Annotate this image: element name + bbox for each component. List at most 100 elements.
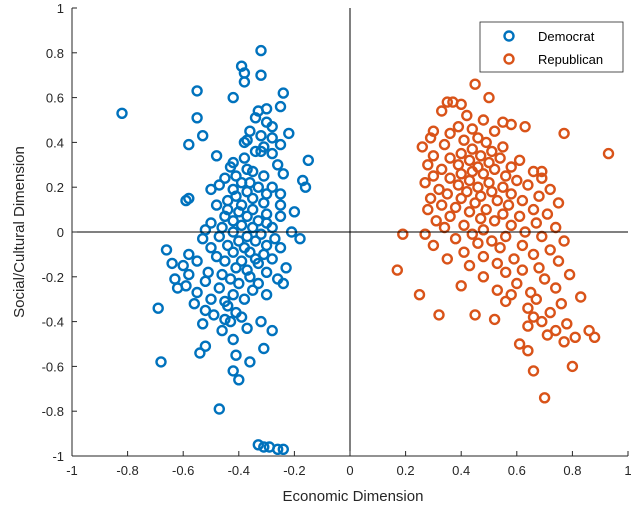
democrat-point	[299, 181, 312, 193]
republican-point	[505, 219, 517, 232]
democrat-point	[255, 315, 267, 328]
republican-point	[433, 309, 445, 321]
republican-point	[575, 291, 587, 303]
x-axis-title: Economic Dimension	[283, 488, 424, 505]
axes-layer	[71, 7, 629, 457]
democrat-point	[227, 365, 239, 377]
democrat-point	[216, 268, 228, 281]
y-axis-title: Social/Cultural Dimension	[11, 146, 28, 318]
republican-point	[436, 105, 448, 117]
democrat-point	[258, 248, 270, 261]
republican-point	[441, 253, 453, 265]
republican-point	[536, 165, 548, 178]
republican-point	[477, 271, 490, 283]
republican-point	[527, 248, 540, 261]
democrat-point	[210, 250, 223, 263]
republican-point	[491, 194, 503, 207]
republican-point	[458, 219, 470, 232]
democrat-point	[227, 91, 239, 104]
y-tick-label: 0.6	[46, 91, 64, 106]
republican-point	[441, 96, 453, 108]
democrat-point	[246, 284, 259, 296]
democrat-point	[213, 403, 226, 415]
democrat-point	[191, 85, 203, 97]
republican-point	[488, 215, 501, 227]
democrat-point	[224, 315, 237, 328]
republican-point	[444, 210, 456, 223]
democrat-point	[199, 275, 212, 287]
democrat-point	[274, 210, 287, 223]
republican-point	[513, 338, 526, 350]
democrat-point	[266, 324, 278, 337]
republican-point	[486, 235, 498, 247]
x-tick-label: 0.6	[508, 463, 526, 478]
democrat-point	[283, 127, 295, 140]
republican-point	[469, 78, 481, 90]
democrat-point	[255, 69, 267, 81]
republican-point	[500, 266, 512, 278]
democrat-point	[252, 277, 264, 290]
republican-point	[527, 365, 540, 377]
democrat-point	[196, 129, 209, 142]
republican-point	[433, 183, 445, 196]
legend-marker-republican	[503, 53, 515, 65]
democrat-point	[191, 255, 203, 267]
republican-point	[527, 311, 540, 323]
republican-point	[427, 150, 440, 162]
republican-point	[558, 235, 570, 247]
republican-point	[477, 168, 490, 180]
republican-point	[505, 188, 517, 200]
republican-point	[424, 132, 437, 144]
legend-marker-democrat	[503, 30, 515, 42]
democrat-point	[210, 199, 223, 211]
republican-point	[530, 217, 542, 229]
republican-point	[472, 132, 484, 144]
democrat-point	[116, 107, 128, 120]
x-tick-label: -0.6	[172, 463, 194, 478]
democrat-point	[255, 44, 267, 57]
republican-point	[475, 150, 487, 162]
republican-point	[550, 324, 562, 337]
republican-point	[491, 257, 503, 270]
republican-point	[449, 201, 462, 214]
republican-point	[522, 179, 534, 191]
republican-point	[505, 289, 517, 301]
democrat-point	[180, 194, 192, 207]
y-tick-label: 0	[57, 225, 64, 240]
republican-point	[466, 143, 478, 155]
democrat-point	[272, 159, 284, 171]
democrat-point	[213, 179, 226, 191]
democrat-point	[183, 248, 195, 261]
democrat-point	[205, 241, 217, 254]
republican-point	[452, 179, 465, 191]
republican-point	[508, 253, 520, 265]
democrat-point	[188, 298, 201, 310]
democrat-point	[233, 277, 245, 290]
democrat-point	[274, 241, 287, 254]
democrat-point	[199, 340, 212, 352]
democrat-point	[260, 266, 273, 278]
democrat-point	[155, 356, 167, 368]
republican-point	[488, 163, 501, 176]
republican-point	[427, 239, 440, 252]
republican-point	[550, 282, 562, 294]
democrat-point	[238, 152, 251, 164]
republican-point	[419, 176, 431, 189]
democrat-point	[183, 138, 195, 151]
democrat-point	[205, 293, 217, 305]
democrat-point	[246, 192, 259, 205]
democrat-point	[235, 219, 248, 232]
democrat-point	[194, 347, 206, 359]
y-tick-label: 0.8	[46, 46, 64, 61]
republican-point	[483, 156, 495, 169]
democrat-point	[235, 255, 248, 267]
democrat-point	[230, 170, 242, 182]
democrat-point	[205, 183, 217, 196]
republican-point	[525, 286, 537, 299]
republican-point	[391, 264, 403, 276]
democrat-point	[219, 255, 231, 267]
republican-point	[430, 215, 442, 227]
republican-point	[463, 174, 476, 187]
republican-point	[477, 114, 490, 126]
